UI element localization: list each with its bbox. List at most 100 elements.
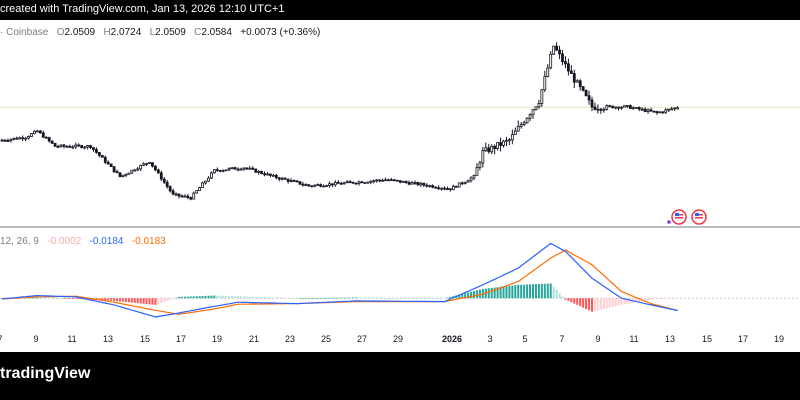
macd-params: 12, 26, 9 <box>0 236 39 247</box>
macd-histogram-bar <box>248 296 251 299</box>
candle <box>466 179 470 183</box>
candle-body <box>655 111 659 114</box>
us-flag-event-icon[interactable] <box>691 209 707 225</box>
macd-histogram-bar <box>443 298 446 299</box>
candle-body <box>21 137 25 140</box>
x-tick-label: 5 <box>522 334 527 344</box>
candle <box>313 184 317 188</box>
candle <box>401 180 405 183</box>
x-tick-label: 7 <box>0 334 3 344</box>
candle <box>301 181 305 187</box>
candle <box>493 144 497 155</box>
us-flag-event-icon[interactable] <box>671 209 687 225</box>
candle-body <box>472 174 476 179</box>
macd-histogram-bar <box>478 289 481 299</box>
macd-histogram-bar <box>667 298 670 299</box>
candle <box>378 179 382 183</box>
candle <box>127 172 131 175</box>
candle <box>575 79 579 83</box>
macd-histogram-bar <box>357 297 360 299</box>
candle-body <box>510 134 514 141</box>
candle-body <box>575 80 579 83</box>
macd-histogram-bar <box>564 298 567 300</box>
candle-body <box>277 177 281 180</box>
candle-body <box>443 187 446 190</box>
macd-histogram-bar <box>384 297 387 299</box>
macd-histogram-bar <box>62 298 65 299</box>
candle-body <box>522 122 526 125</box>
macd-histogram-bar <box>242 296 245 299</box>
close-value: 2.0584 <box>201 27 232 38</box>
macd-histogram-bar <box>139 298 142 304</box>
candle-body <box>605 105 609 110</box>
candle-body <box>381 179 384 182</box>
candle <box>617 106 620 111</box>
macd-histogram-bar <box>499 286 502 299</box>
candle <box>254 168 258 173</box>
candle-body <box>528 114 532 119</box>
macd-histogram-bar <box>219 295 222 299</box>
candle-body <box>552 45 556 55</box>
candle-body <box>133 169 137 172</box>
candle-body <box>596 108 600 111</box>
macd-histogram-bar <box>411 297 414 299</box>
macd-histogram-bar <box>570 298 573 303</box>
candle-body <box>490 145 494 153</box>
candle-body <box>304 184 308 187</box>
candle <box>0 138 4 142</box>
candle-body <box>298 181 302 185</box>
candle-body <box>165 181 169 187</box>
candle-body <box>142 163 146 166</box>
candle <box>15 136 19 140</box>
candle <box>472 174 476 181</box>
macd-histogram-bar <box>369 297 372 299</box>
candle-body <box>569 70 573 74</box>
candle-body <box>478 162 482 168</box>
macd-histogram-bar <box>77 298 80 300</box>
candle-body <box>487 147 491 153</box>
candle-body <box>242 167 246 170</box>
macd-histogram-bar <box>355 297 357 299</box>
macd-histogram-bar <box>549 283 552 299</box>
candle <box>100 154 104 158</box>
candle-body <box>44 136 48 139</box>
candle-body <box>416 182 420 186</box>
candle <box>251 166 255 171</box>
candle-body <box>531 109 535 116</box>
macd-histogram-bar <box>180 296 183 299</box>
candle <box>513 127 517 135</box>
candle-body <box>513 130 517 135</box>
candle-body <box>437 187 441 190</box>
candle <box>348 179 352 184</box>
candle-body <box>260 171 264 174</box>
x-tick-label: 19 <box>774 334 784 344</box>
candle-body <box>301 183 305 186</box>
candle <box>97 152 101 158</box>
x-tick-label: 29 <box>393 334 403 344</box>
candle-body <box>139 164 143 170</box>
low-value: 2.0509 <box>155 27 186 38</box>
candle-body <box>263 173 266 176</box>
price-chart[interactable]: 7 9 11 13 15 17 19 21 23 25 27 29 2026 3 5 7 9 11 13 15 17 19 <box>0 20 800 352</box>
candle <box>336 180 340 184</box>
candle-body <box>428 185 432 187</box>
macd-histogram-bar <box>275 297 278 299</box>
candle-body <box>38 130 42 134</box>
event-markers[interactable] <box>667 209 707 225</box>
candle <box>552 45 556 56</box>
macd-histogram-bar <box>458 294 461 299</box>
candle <box>325 184 328 188</box>
x-tick-label: 23 <box>285 334 295 344</box>
candle-body <box>286 178 290 182</box>
candle <box>183 194 187 198</box>
candle <box>59 144 63 148</box>
candle-body <box>543 76 547 91</box>
candle <box>274 173 278 180</box>
candle-body <box>56 145 60 148</box>
candle-body <box>578 80 582 88</box>
candle-body <box>0 139 4 142</box>
macd-histogram-bar <box>540 283 543 299</box>
high-label: H <box>103 27 111 38</box>
candle <box>614 106 617 110</box>
candle <box>567 58 570 76</box>
